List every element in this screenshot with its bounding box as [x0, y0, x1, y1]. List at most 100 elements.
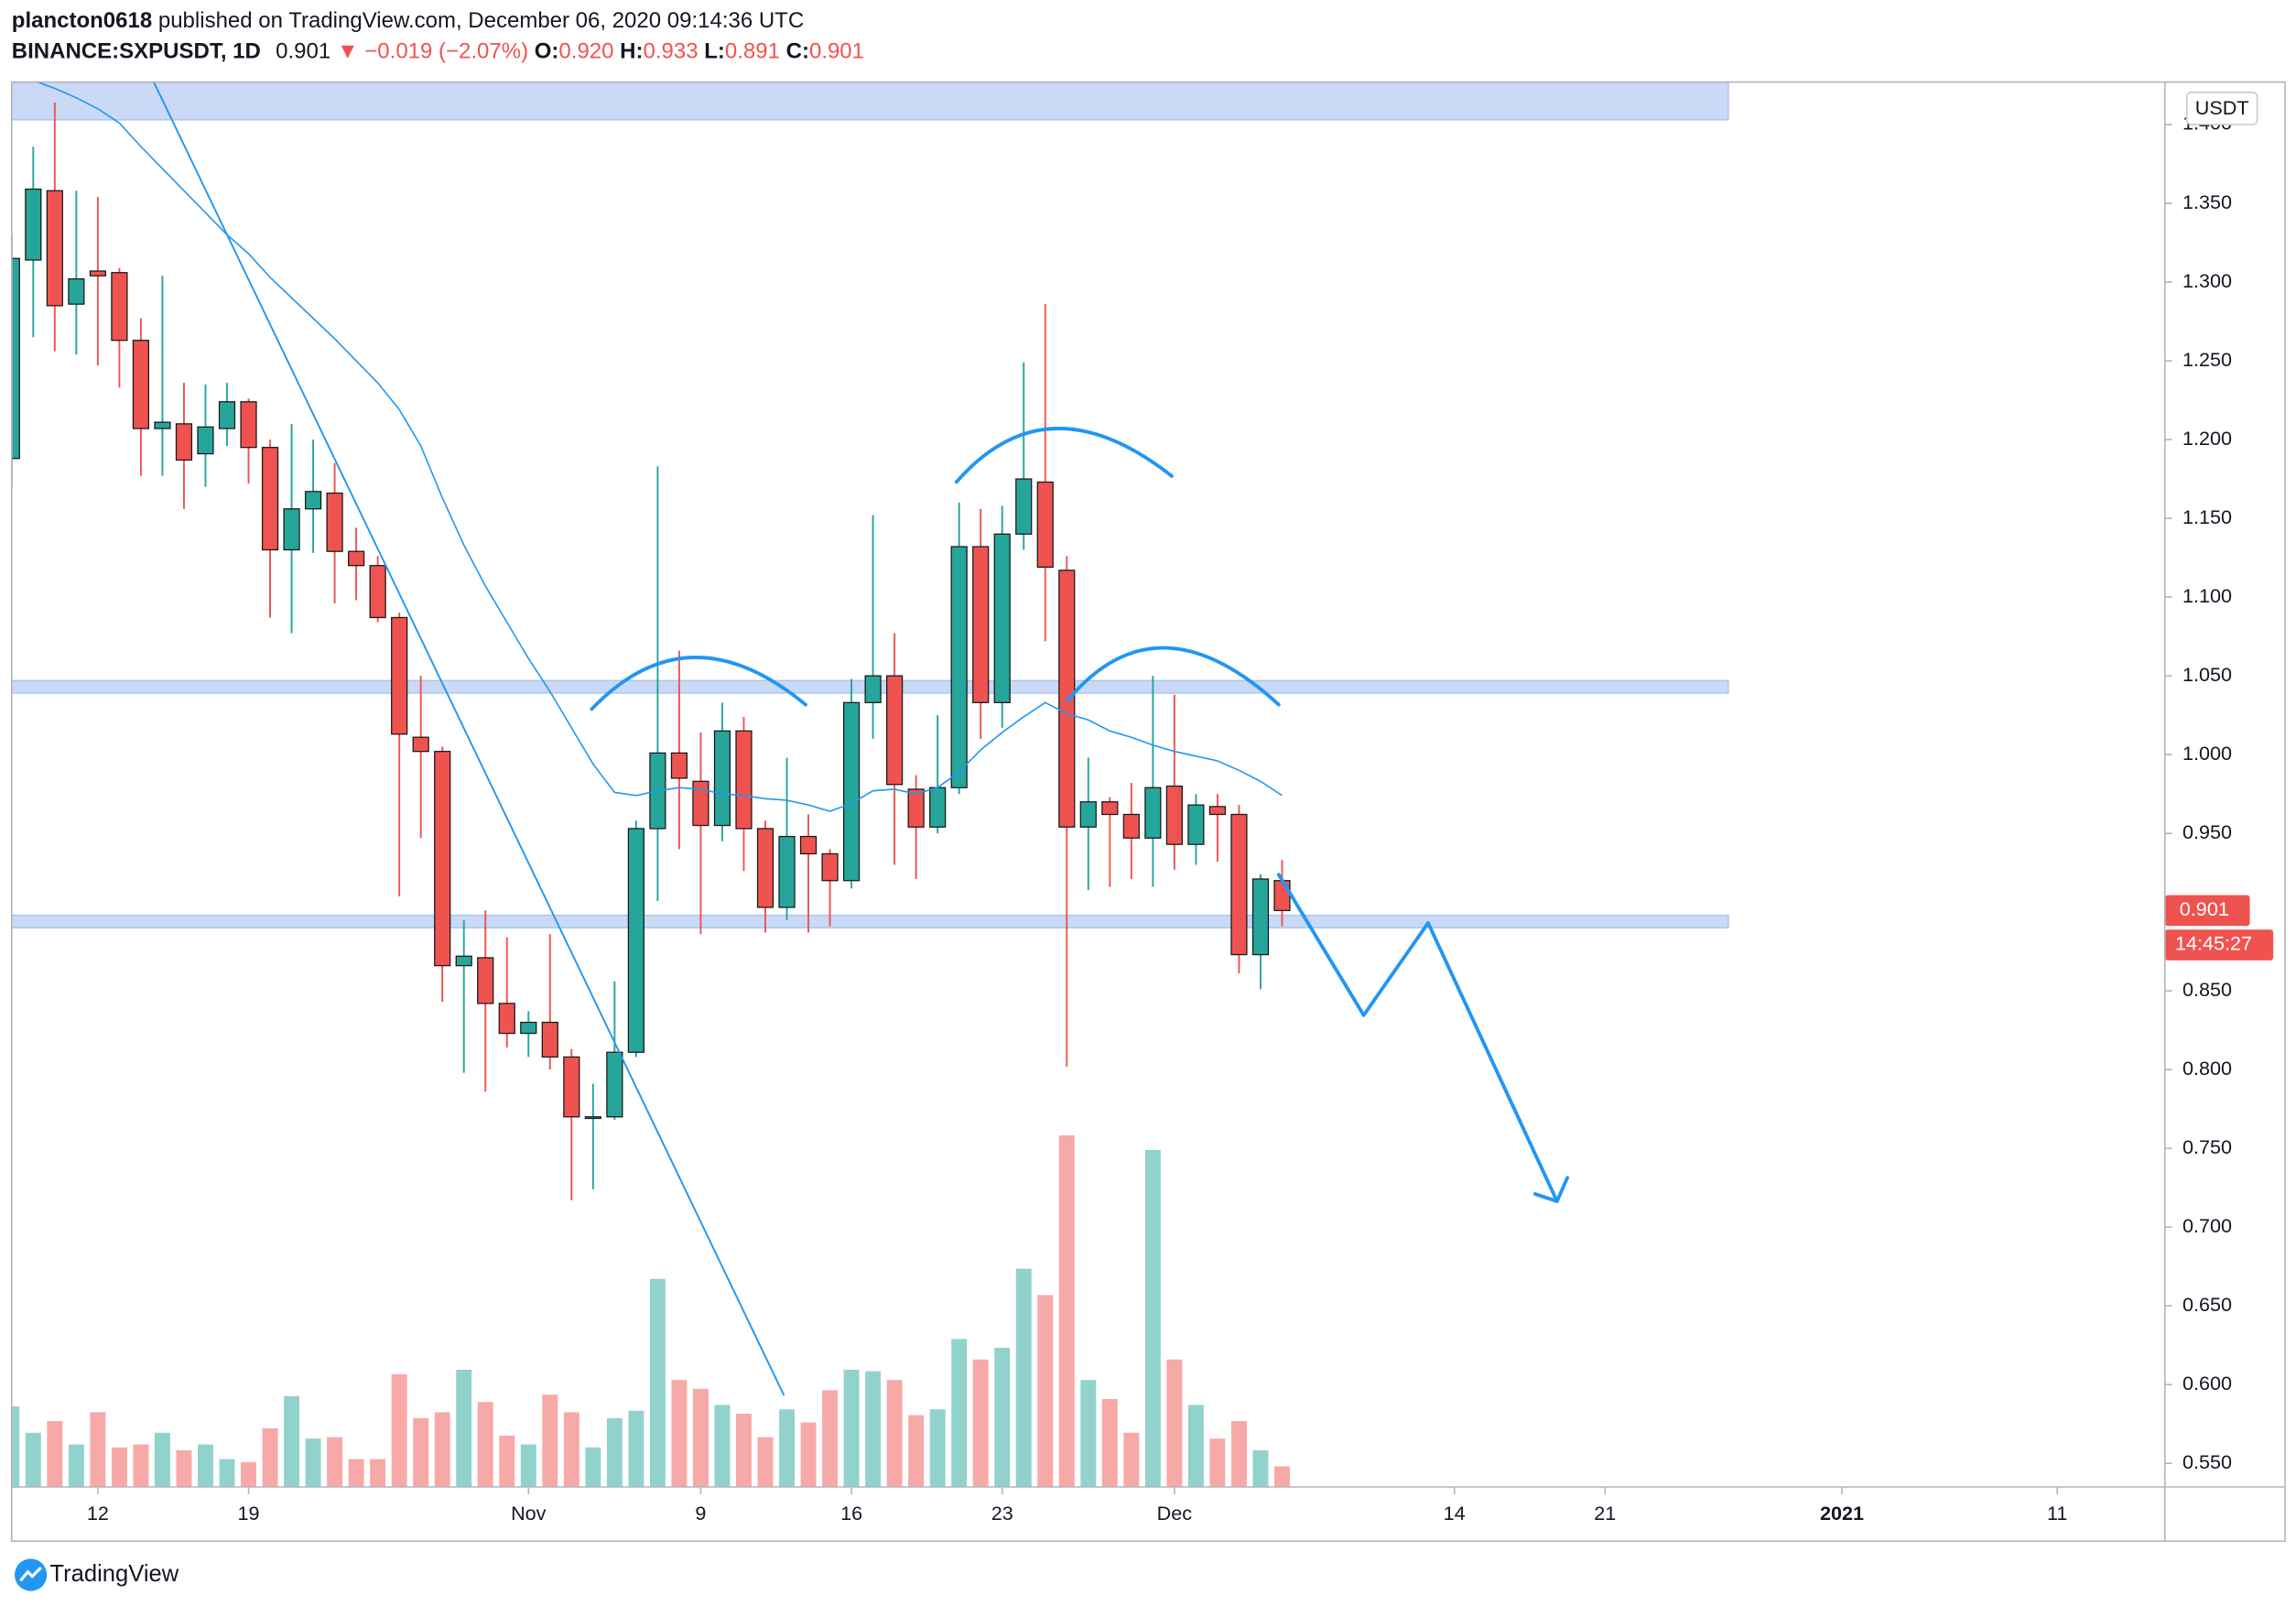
candle-body [1187, 804, 1205, 845]
candle-body [1144, 787, 1162, 839]
candle-body [584, 1116, 601, 1120]
left-shoulder-arc [590, 656, 807, 711]
candle-body [197, 426, 214, 455]
volume-bar [908, 1415, 925, 1487]
published: published on TradingView.com, December 0… [158, 8, 804, 33]
volume-bar [757, 1437, 774, 1487]
h-label: H: [620, 39, 643, 64]
x-tick-label: 14 [1444, 1502, 1466, 1525]
y-tick-label: 1.150 [2182, 505, 2232, 528]
axes: 0.5500.6000.6500.7000.7500.8000.8500.900… [87, 92, 2274, 1525]
candle-body [1015, 478, 1033, 535]
volume-bar [1123, 1432, 1140, 1487]
candle-body [950, 546, 968, 788]
volume-bar [972, 1359, 989, 1487]
countdown: 14:45:27 [2175, 932, 2252, 955]
candle-body [68, 277, 85, 305]
candle-body [864, 675, 882, 703]
author: plancton0618 [12, 8, 152, 33]
candle-body [1036, 481, 1054, 569]
candle-body [111, 272, 128, 342]
volume-bar [649, 1278, 666, 1487]
candle-body [240, 401, 257, 449]
l-label: L: [704, 39, 725, 64]
candle-body [929, 787, 947, 828]
x-tick-label: 19 [238, 1502, 260, 1525]
candle-body [11, 257, 20, 460]
volume-bar [176, 1450, 192, 1487]
candle-body [886, 675, 904, 786]
volume-bar [951, 1339, 968, 1487]
volume-bar [1274, 1466, 1290, 1487]
volume-bar [843, 1370, 860, 1487]
candle-body [842, 701, 861, 882]
candle-body [154, 421, 171, 429]
candle-body [1101, 801, 1119, 816]
candle-body [907, 788, 925, 828]
header-line-2: BINANCE:SXPUSDT, 1D 0.901 ▼ −0.019 (−2.0… [12, 39, 864, 64]
volume-bar [779, 1409, 795, 1487]
plot-area [11, 81, 1729, 1487]
y-tick-label: 1.250 [2182, 348, 2232, 371]
volume-bar [692, 1388, 709, 1487]
volume-bar [348, 1459, 364, 1487]
volume-bar [520, 1444, 536, 1487]
candle-body [498, 1003, 515, 1035]
x-tick-label: 2021 [1820, 1502, 1864, 1525]
volume-bar [434, 1412, 450, 1487]
y-tick-label: 0.950 [2182, 820, 2232, 843]
volume-bar [585, 1447, 601, 1487]
volume-bar [563, 1412, 579, 1487]
candle-body [778, 835, 796, 908]
volume-bar [90, 1412, 106, 1487]
volume-bar [628, 1410, 644, 1487]
arrow: ▼ [337, 39, 359, 64]
y-tick-label: 1.050 [2182, 663, 2232, 686]
currency-box [2186, 92, 2258, 125]
candle-body [369, 565, 386, 619]
volume-bar [133, 1444, 149, 1487]
currency: USDT [2195, 96, 2249, 119]
candle-body [89, 270, 106, 277]
symbol: BINANCE:SXPUSDT, 1D [12, 39, 261, 64]
candle-body [132, 340, 150, 429]
volume-bar [154, 1432, 170, 1487]
candle-body [993, 533, 1011, 703]
volume-bar [886, 1380, 903, 1487]
volume-bar [1144, 1150, 1161, 1487]
x-tick-label: 12 [87, 1502, 109, 1525]
volume-bar [1101, 1399, 1118, 1487]
x-tick-label: Nov [511, 1502, 547, 1525]
volume-bar [11, 1406, 20, 1487]
candle-body [563, 1056, 580, 1118]
candle-body [1058, 570, 1076, 828]
candle-body [348, 550, 365, 567]
header-line-1: plancton0618 published on TradingView.co… [12, 8, 804, 33]
y-tick-label: 1.300 [2182, 269, 2232, 292]
volume-bar [499, 1436, 515, 1487]
candle-body [1251, 878, 1270, 956]
candle-body [46, 190, 63, 307]
candle-body [1165, 785, 1183, 845]
candle-body [1122, 813, 1140, 839]
y-tick-label: 1.350 [2182, 190, 2232, 213]
price-zone [11, 914, 1729, 928]
volume-bar [1230, 1421, 1247, 1487]
candle-body [1079, 801, 1097, 828]
volume-bar [456, 1370, 472, 1487]
last: 0.901 [276, 39, 330, 64]
volume-bar [284, 1395, 300, 1487]
volume-bar [865, 1371, 882, 1487]
o-value: 0.920 [558, 39, 613, 64]
candle-body [670, 752, 688, 779]
candle-body [692, 780, 709, 827]
l-value: 0.891 [725, 39, 780, 64]
head-arc [954, 427, 1174, 484]
volume-bar [1015, 1268, 1032, 1487]
volume-bar [477, 1402, 493, 1487]
volume-bar [1166, 1359, 1183, 1487]
x-tick-label: 21 [1594, 1502, 1616, 1525]
right-shoulder-arc [1066, 646, 1281, 707]
price-zone [11, 81, 1729, 121]
